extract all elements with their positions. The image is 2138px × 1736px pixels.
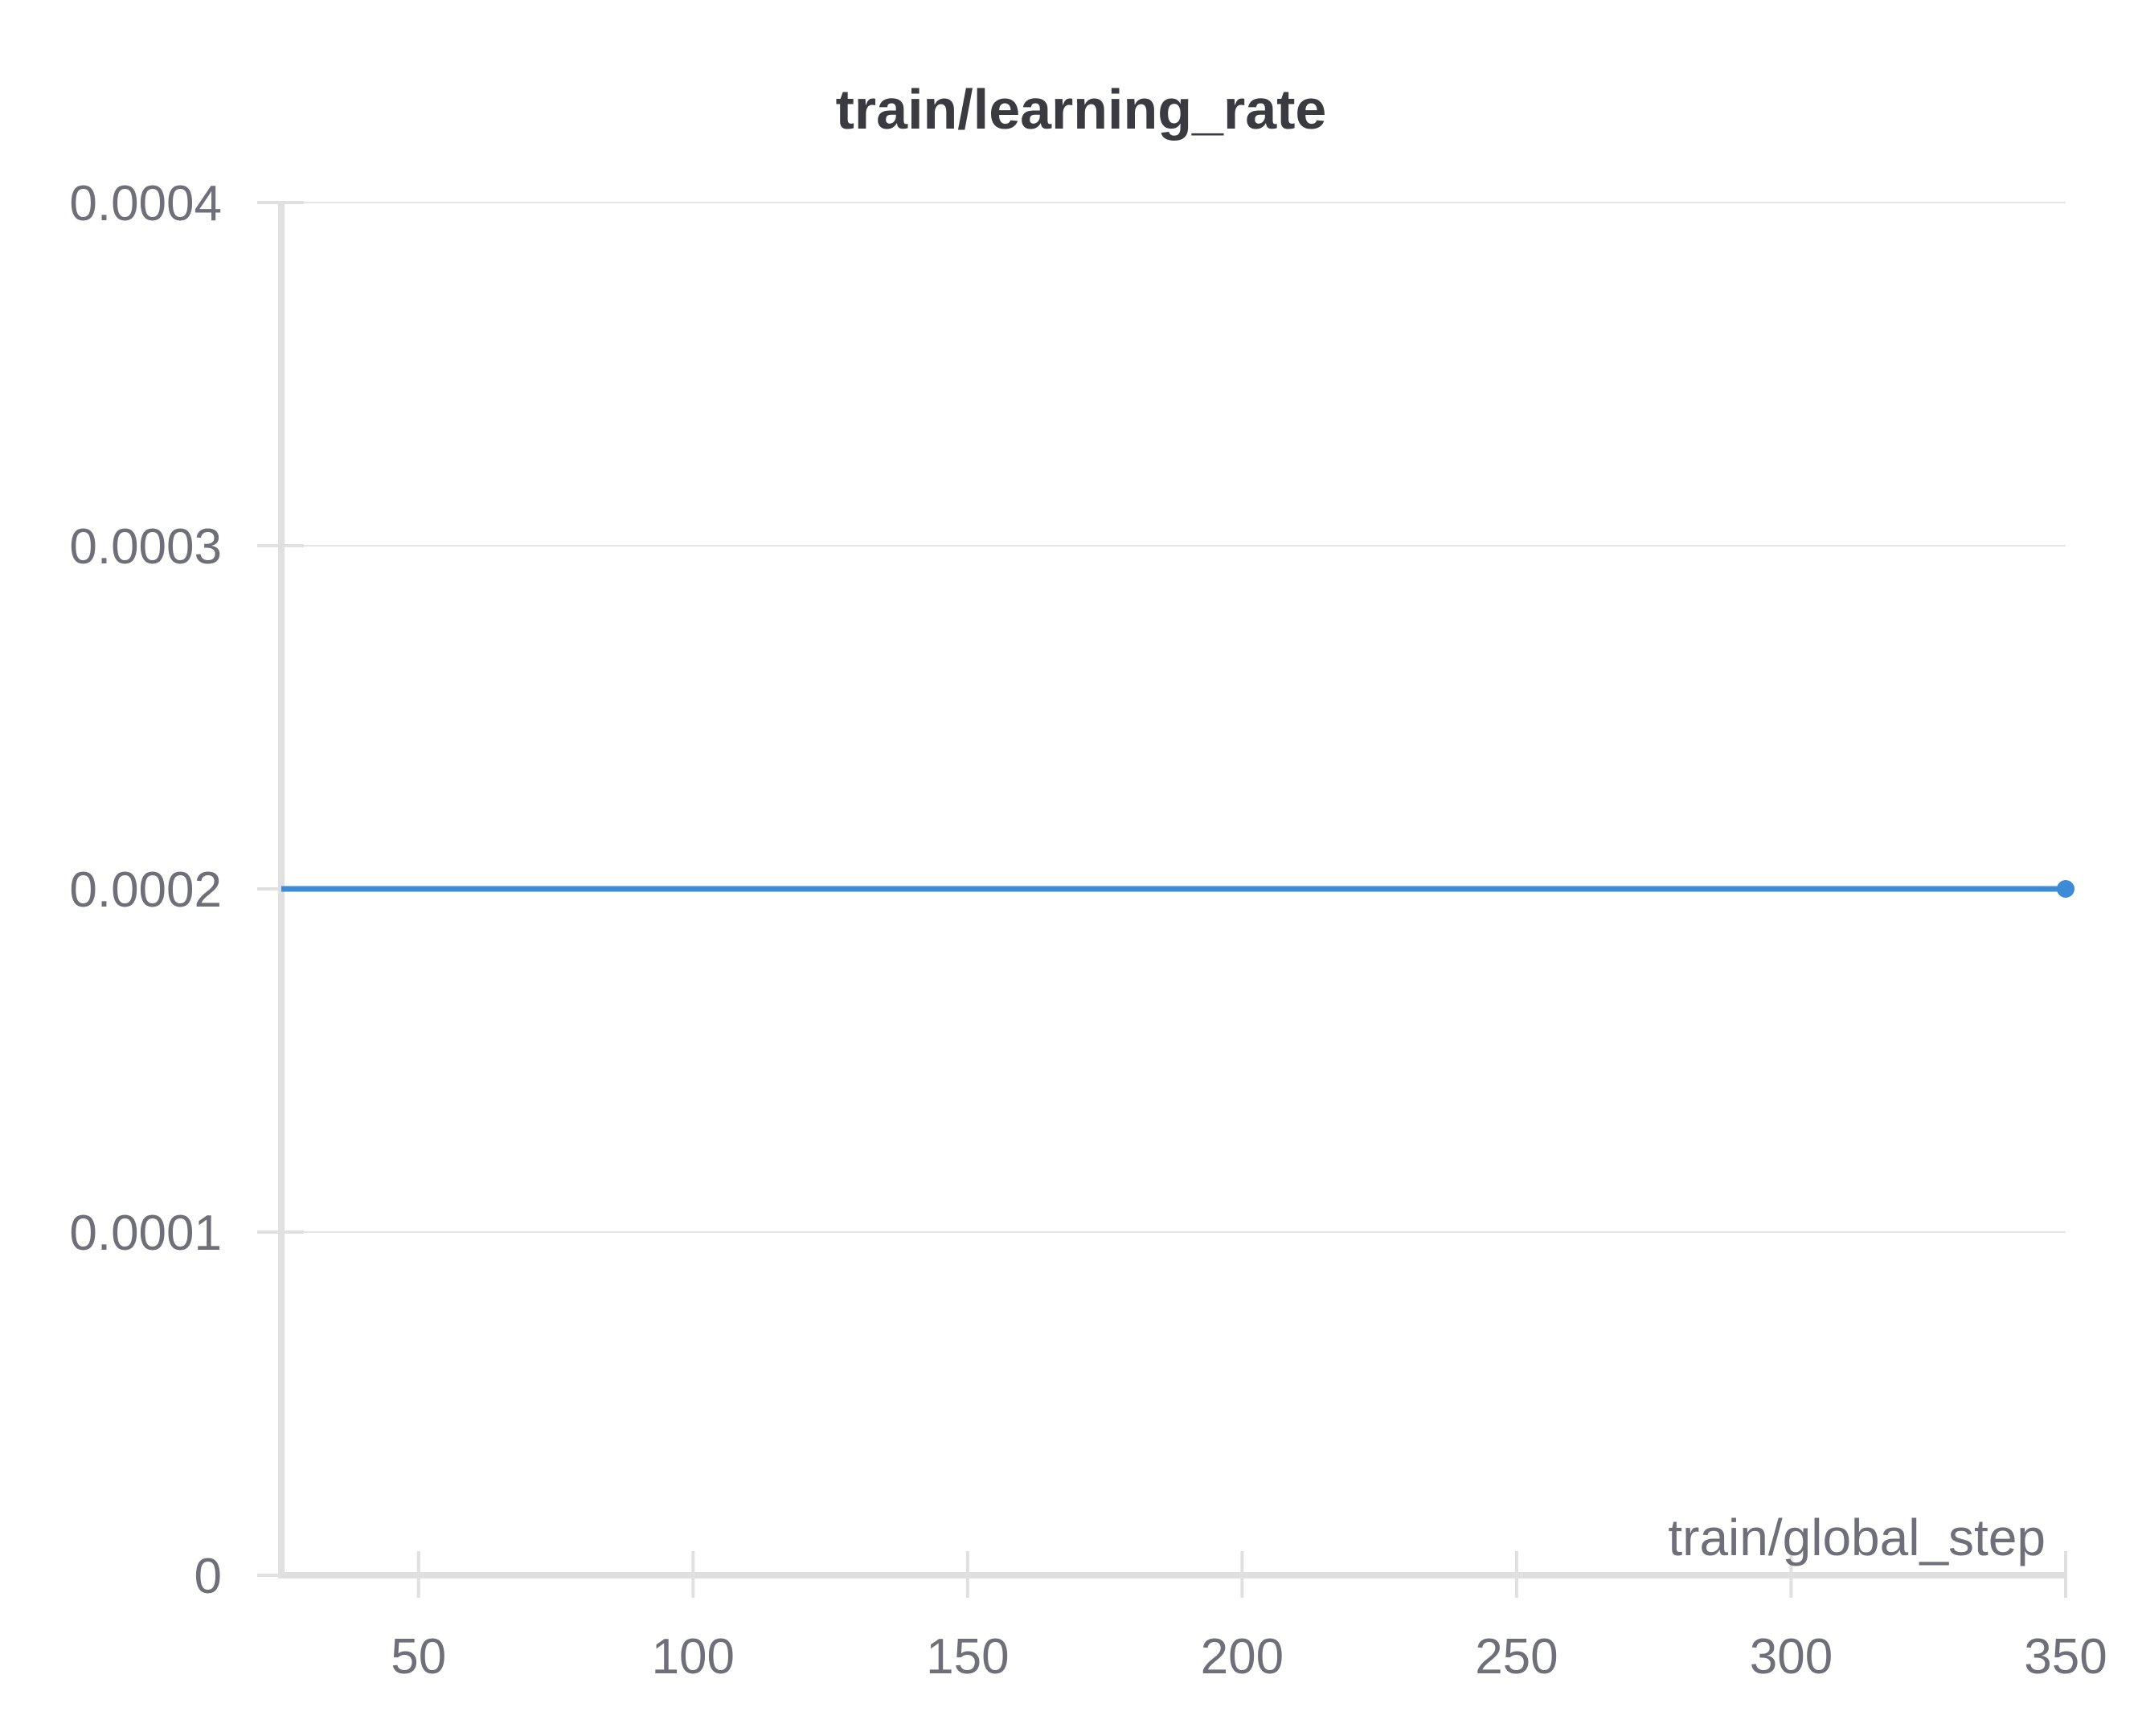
gridlines xyxy=(281,202,2066,1233)
x-tick-label: 50 xyxy=(391,1629,446,1685)
x-tick-label: 350 xyxy=(2024,1629,2107,1685)
series-end-point xyxy=(2057,880,2075,898)
y-tick-label: 0.0004 xyxy=(69,176,222,231)
x-tick-label: 250 xyxy=(1475,1629,1558,1685)
y-tick-label: 0.0003 xyxy=(69,519,222,575)
tick-labels: 0 0.0001 0.0002 0.0003 0.0004 50 100 150 200 250 3… xyxy=(69,176,2107,1685)
y-tick-label: 0 xyxy=(195,1549,222,1604)
x-tick-label: 100 xyxy=(652,1629,735,1685)
series-layer xyxy=(281,880,2075,898)
x-tick-label: 200 xyxy=(1201,1629,1284,1685)
y-tick-label: 0.0001 xyxy=(69,1206,222,1261)
chart-title: train/learning_rate xyxy=(836,78,1327,141)
y-tick-label: 0.0002 xyxy=(69,862,222,918)
x-axis-label: train/global_step xyxy=(1668,1509,2046,1566)
x-tick-label: 300 xyxy=(1750,1629,1833,1685)
x-tick-label: 150 xyxy=(926,1629,1009,1685)
axes xyxy=(257,201,2067,1598)
